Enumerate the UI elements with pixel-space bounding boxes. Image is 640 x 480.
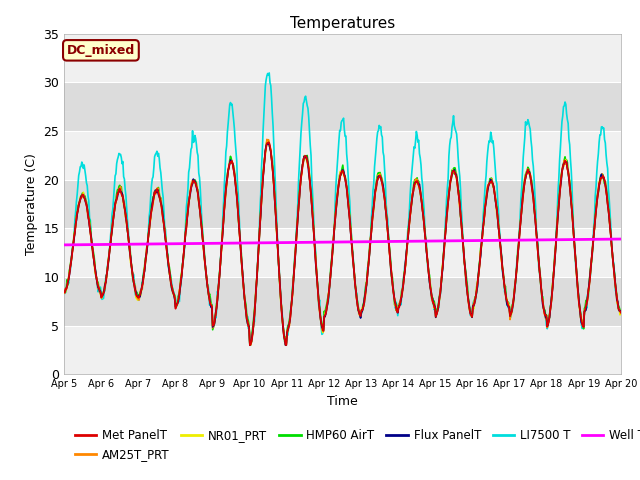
Title: Temperatures: Temperatures xyxy=(290,16,395,31)
Bar xyxy=(64,180,621,228)
Text: DC_mixed: DC_mixed xyxy=(67,44,135,57)
Bar xyxy=(64,34,621,82)
Bar xyxy=(64,277,621,326)
Bar xyxy=(64,131,621,180)
Bar xyxy=(64,326,621,374)
Bar xyxy=(64,228,621,277)
Y-axis label: Temperature (C): Temperature (C) xyxy=(25,153,38,255)
X-axis label: Time: Time xyxy=(327,395,358,408)
Legend: Met PanelT, AM25T_PRT, NR01_PRT, HMP60 AirT, Flux PanelT, LI7500 T, Well Temp: Met PanelT, AM25T_PRT, NR01_PRT, HMP60 A… xyxy=(70,425,640,466)
Bar xyxy=(64,82,621,131)
